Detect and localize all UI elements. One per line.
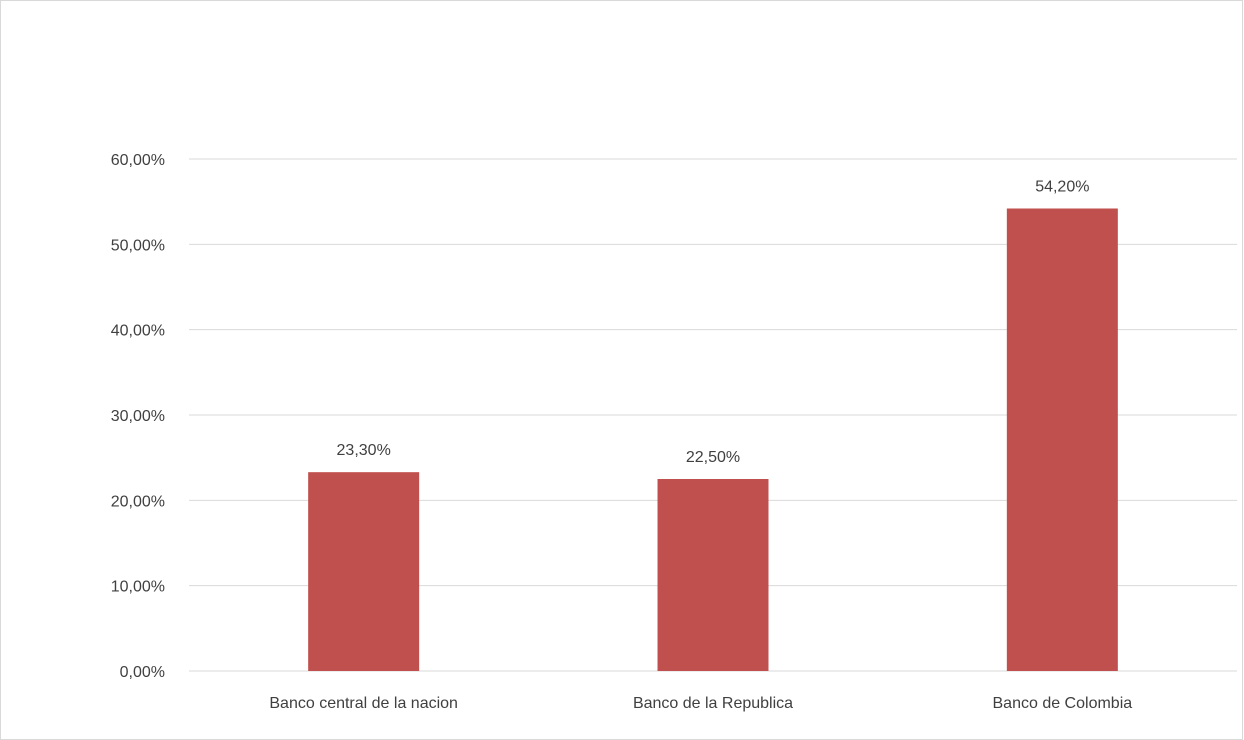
y-tick-label-2: 20,00% <box>111 493 165 510</box>
data-label-1: 22,50% <box>686 449 740 466</box>
data-labels: 23,30% 22,50% 54,20% <box>337 178 1090 466</box>
y-tick-label-5: 50,00% <box>111 237 165 254</box>
x-tick-label-2: Banco de Colombia <box>993 695 1133 712</box>
bar-1 <box>657 479 769 671</box>
bar-0 <box>308 472 420 671</box>
bars <box>308 208 1118 671</box>
x-tick-label-1: Banco de la Republica <box>633 695 793 712</box>
y-tick-label-6: 60,00% <box>111 152 165 169</box>
x-tick-label-0: Banco central de la nacion <box>269 695 458 712</box>
bar-2 <box>1006 208 1118 671</box>
x-axis-category-labels: Banco central de la nacion Banco de la Re… <box>269 695 1132 712</box>
data-label-0: 23,30% <box>337 442 391 459</box>
y-tick-label-4: 40,00% <box>111 323 165 340</box>
y-tick-label-0: 0,00% <box>120 664 165 681</box>
y-axis-tick-labels: 0,00% 10,00% 20,00% 30,00% 40,00% 50,00% 60,00… <box>111 152 165 681</box>
y-tick-label-3: 30,00% <box>111 408 165 425</box>
data-label-2: 54,20% <box>1035 178 1089 195</box>
y-tick-label-1: 10,00% <box>111 579 165 596</box>
